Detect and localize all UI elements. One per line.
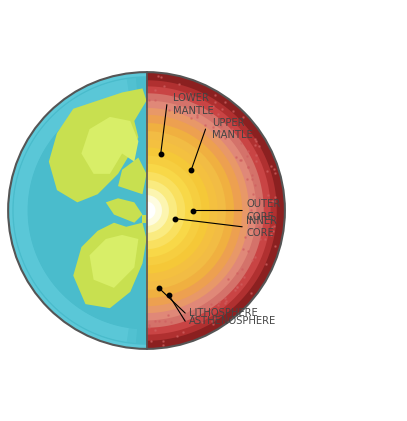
Polygon shape [147, 131, 226, 290]
Polygon shape [147, 115, 242, 306]
Polygon shape [147, 147, 210, 274]
Polygon shape [118, 157, 147, 194]
Polygon shape [147, 164, 193, 257]
Polygon shape [142, 215, 151, 223]
Polygon shape [147, 86, 271, 335]
Polygon shape [147, 155, 201, 266]
Polygon shape [147, 172, 185, 249]
Polygon shape [147, 80, 277, 341]
Text: UPPER
MANTLE: UPPER MANTLE [212, 118, 252, 140]
Polygon shape [147, 202, 155, 219]
Polygon shape [90, 235, 138, 288]
Polygon shape [147, 180, 177, 241]
Polygon shape [14, 79, 129, 342]
Polygon shape [8, 72, 147, 349]
Polygon shape [147, 93, 264, 328]
Text: LOWER
MANTLE: LOWER MANTLE [173, 93, 214, 116]
Polygon shape [73, 223, 147, 308]
Text: OUTER
CORE: OUTER CORE [246, 199, 280, 222]
Polygon shape [147, 195, 162, 226]
Polygon shape [147, 72, 285, 349]
Circle shape [8, 72, 285, 349]
Circle shape [12, 76, 281, 345]
Text: LITHOSPHERE: LITHOSPHERE [189, 308, 258, 318]
Polygon shape [147, 123, 234, 298]
Polygon shape [106, 198, 142, 223]
Polygon shape [12, 76, 147, 345]
Polygon shape [14, 78, 137, 343]
Polygon shape [147, 139, 218, 282]
Polygon shape [147, 101, 256, 320]
Polygon shape [49, 88, 147, 203]
Polygon shape [147, 188, 169, 233]
Text: INNER
CORE: INNER CORE [246, 216, 277, 238]
Polygon shape [147, 108, 249, 313]
Text: ASTHENOSPHERE: ASTHENOSPHERE [189, 316, 276, 326]
Polygon shape [81, 117, 138, 174]
Circle shape [18, 82, 275, 339]
